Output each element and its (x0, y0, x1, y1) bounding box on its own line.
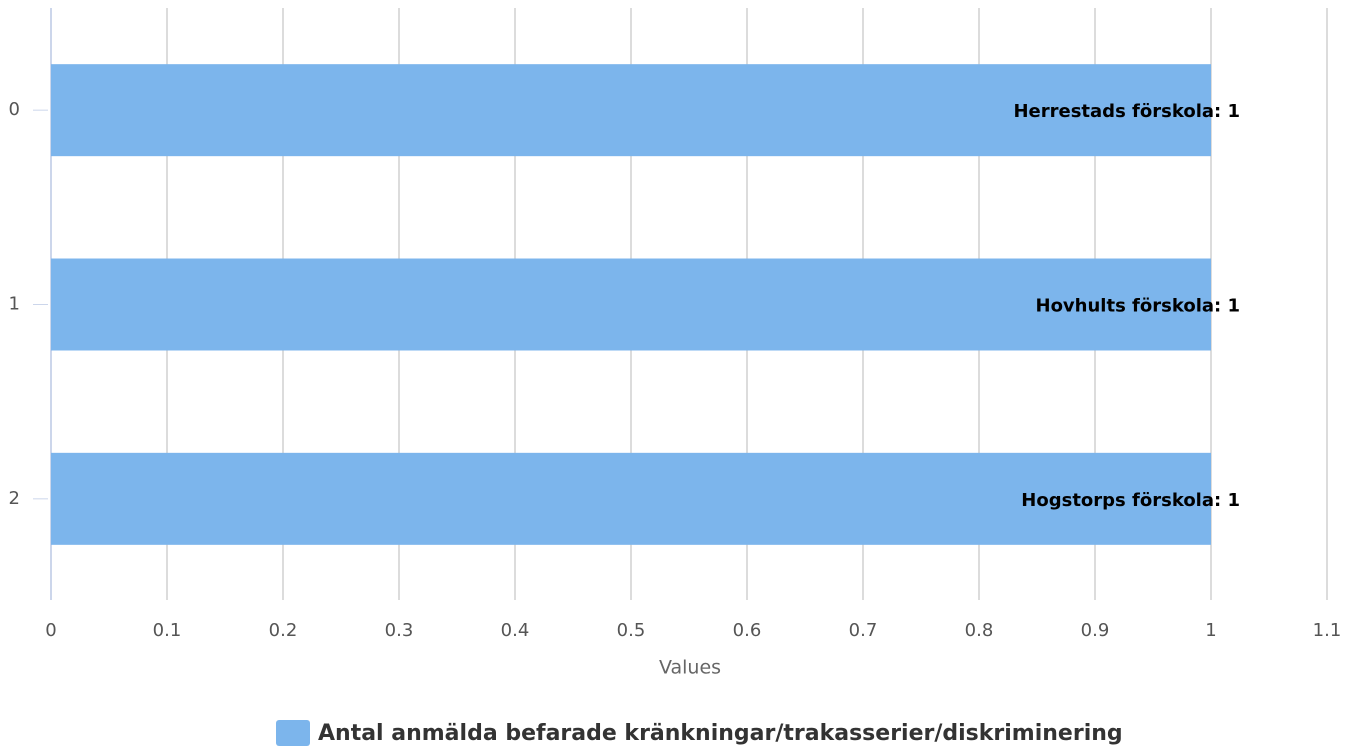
x-tick-label: 1.1 (1313, 620, 1342, 641)
y-tick-label: 0 (9, 99, 20, 120)
x-axis-title: Values (659, 657, 721, 679)
bar (51, 452, 1211, 545)
y-tick-label: 1 (9, 294, 20, 315)
data-label: Hovhults förskola: 1 (1036, 296, 1241, 317)
x-tick-label: 0.4 (501, 620, 530, 641)
legend-swatch (276, 720, 310, 746)
x-tick-label: 0.7 (849, 620, 878, 641)
x-tick-label: 0.1 (153, 620, 182, 641)
x-tick-label: 0.2 (269, 620, 298, 641)
data-label: Hogstorps förskola: 1 (1021, 490, 1240, 511)
x-tick-label: 0.5 (617, 620, 646, 641)
bar (51, 258, 1211, 351)
x-tick-label: 0.3 (385, 620, 414, 641)
y-tick-label: 2 (9, 488, 20, 509)
x-tick-label: 0.9 (1081, 620, 1110, 641)
legend-label: Antal anmälda befarade kränkningar/traka… (318, 721, 1123, 746)
bar (51, 64, 1211, 157)
x-tick-label: 0 (45, 620, 56, 641)
x-tick-label: 1 (1205, 620, 1216, 641)
x-tick-label: 0.6 (733, 620, 762, 641)
x-tick-label: 0.8 (965, 620, 994, 641)
data-label: Herrestads förskola: 1 (1013, 101, 1240, 122)
